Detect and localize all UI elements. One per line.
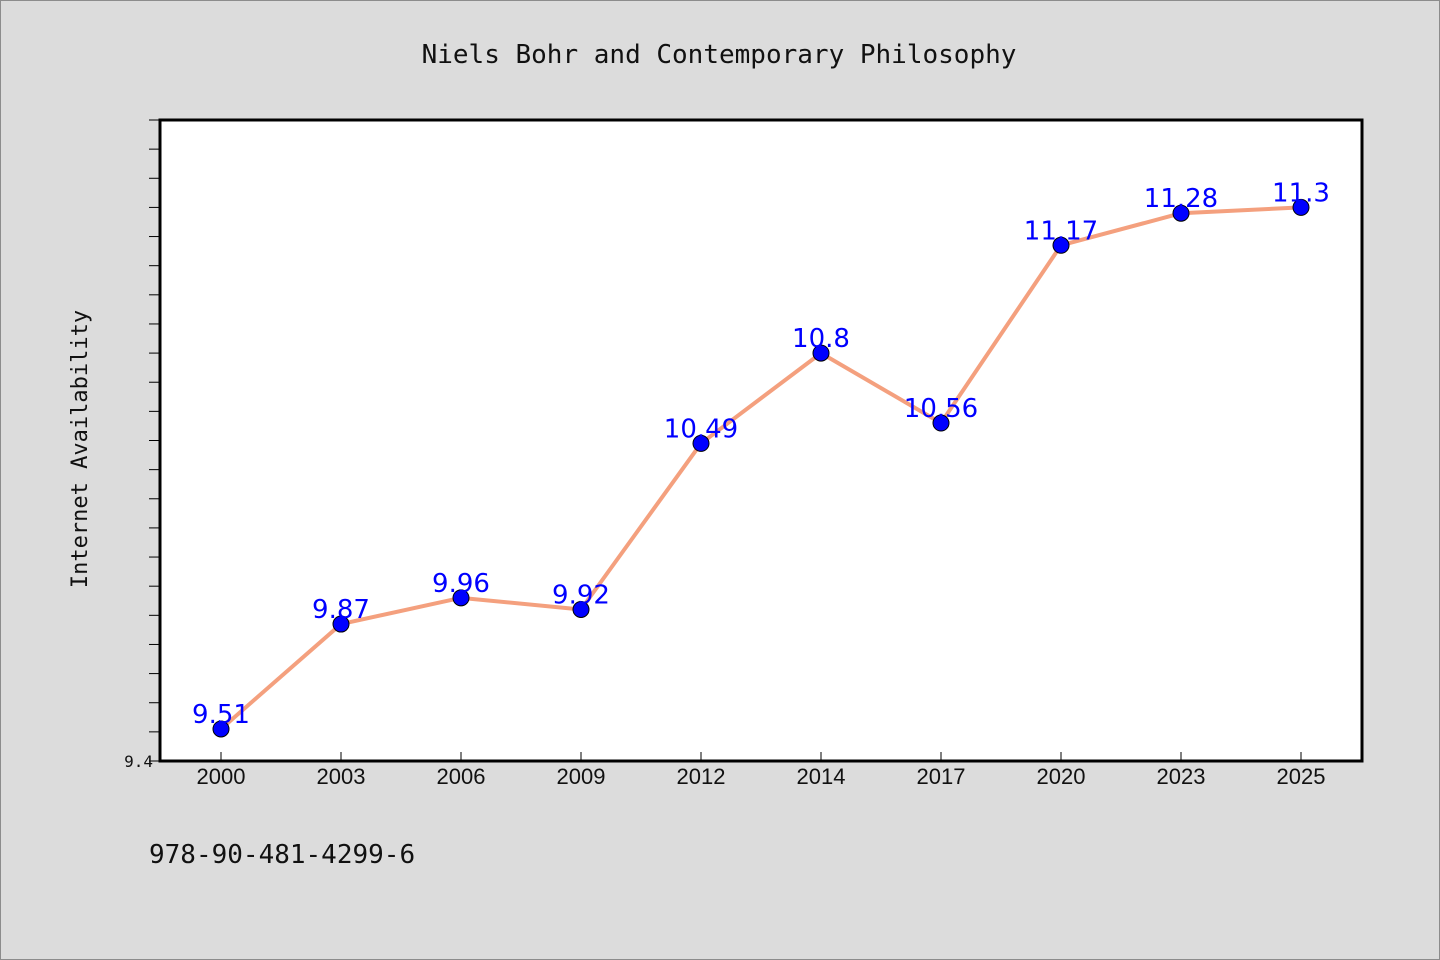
y-axis-label: Internet Availability: [68, 310, 93, 588]
data-point: [212, 720, 230, 738]
x-tick-label: 2009: [557, 764, 606, 789]
data-label: 9.87: [312, 595, 370, 625]
data-point: [332, 615, 350, 633]
data-point: [1172, 204, 1190, 222]
data-point: [812, 344, 830, 362]
y-tick-label: 9.4: [124, 752, 153, 771]
data-label: 10.49: [664, 414, 738, 444]
x-tick-label: 2014: [797, 764, 846, 789]
data-point: [452, 589, 470, 607]
x-tick-label: 2023: [1157, 764, 1206, 789]
plot-area: [158, 118, 1364, 763]
data-label: 10.8: [792, 324, 850, 354]
data-label: 9.51: [192, 700, 250, 730]
x-tick-label: 2003: [317, 764, 366, 789]
series-line: [219, 205, 1303, 731]
series-markers: [212, 198, 1310, 738]
data-point: [932, 414, 950, 432]
data-label: 10.56: [904, 394, 978, 424]
data-label: 11.3: [1272, 178, 1330, 208]
data-labels: 9.51 9.87 9.96 9.92 10.49 10.8 10.56 11.17 11.28…: [192, 178, 1330, 730]
x-axis-ticks: 2000 2003 2006 2009 2012 2014 2017 2020 2023 2025: [197, 752, 1326, 789]
data-label: 11.28: [1144, 184, 1218, 214]
x-tick-label: 2012: [677, 764, 726, 789]
chart-title: Niels Bohr and Contemporary Philosophy: [422, 40, 1017, 70]
x-tick-label: 2000: [197, 764, 246, 789]
x-tick-label: 2017: [917, 764, 966, 789]
data-label: 11.17: [1024, 216, 1098, 246]
data-label: 9.92: [552, 580, 610, 610]
data-point: [1052, 236, 1070, 254]
data-point: [1292, 198, 1310, 216]
x-tick-label: 2006: [437, 764, 486, 789]
y-axis-ticks: [149, 119, 160, 762]
x-tick-label: 2025: [1277, 764, 1326, 789]
data-point: [572, 600, 590, 618]
x-tick-label: 2020: [1037, 764, 1086, 789]
data-label: 9.96: [432, 569, 490, 599]
data-point: [692, 434, 710, 452]
